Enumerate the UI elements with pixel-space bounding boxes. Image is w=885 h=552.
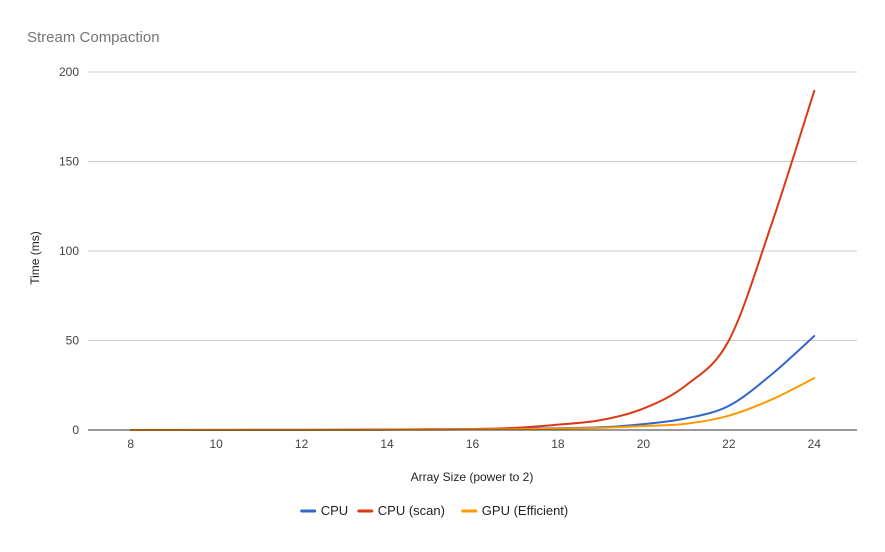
y-tick-label: 200: [59, 65, 79, 79]
x-tick-label: 22: [722, 437, 736, 451]
x-tick-label: 16: [466, 437, 480, 451]
x-axis-ticks: 8 10 12 14 16 18 20 22 24: [127, 437, 821, 451]
legend-label: CPU (scan): [378, 503, 445, 518]
x-tick-label: 18: [551, 437, 565, 451]
legend-item-cpu[interactable]: CPU: [300, 503, 348, 518]
gridlines: [88, 71, 857, 341]
x-tick-label: 12: [295, 437, 309, 451]
x-tick-label: 8: [127, 437, 134, 451]
y-tick-label: 0: [72, 423, 79, 437]
x-axis-label: Array Size (power to 2): [411, 470, 534, 484]
legend-label: CPU: [321, 503, 348, 518]
x-tick-label: 24: [808, 437, 822, 451]
legend-item-cpu-scan[interactable]: CPU (scan): [357, 503, 445, 518]
series-line-cpu: [129, 335, 816, 431]
x-tick-label: 10: [209, 437, 223, 451]
legend-label: GPU (Efficient): [482, 503, 568, 518]
series-line-cpu-scan: [129, 89, 816, 431]
legend-item-gpu-efficient[interactable]: GPU (Efficient): [461, 503, 568, 518]
y-axis-ticks: 0 50 100 150 200: [59, 65, 79, 437]
x-tick-label: 20: [637, 437, 651, 451]
legend: CPU CPU (scan) GPU (Efficient): [300, 503, 568, 518]
y-tick-label: 100: [59, 244, 79, 258]
series-line-gpu-efficient: [129, 377, 816, 431]
y-tick-label: 50: [66, 334, 80, 348]
x-tick-label: 14: [380, 437, 394, 451]
y-tick-label: 150: [59, 155, 79, 169]
series-lines: [129, 89, 816, 431]
chart-title: Stream Compaction: [27, 29, 160, 46]
y-axis-label: Time (ms): [28, 231, 42, 285]
